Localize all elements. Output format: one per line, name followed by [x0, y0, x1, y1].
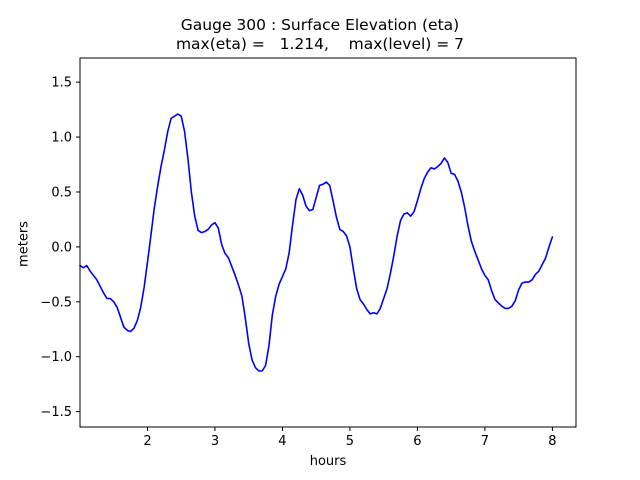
x-tick-label: 8: [548, 434, 556, 449]
x-tick-label: 3: [211, 434, 219, 449]
y-axis-label: meters: [16, 221, 32, 267]
chart-title: Gauge 300 : Surface Elevation (eta): [180, 16, 460, 34]
x-axis-label: hours: [309, 454, 347, 469]
y-axis-ticks: −1.5 −1.0 −0.5 0.0 0.5 1.0 1.5: [40, 76, 80, 420]
y-tick-label: −1.0: [40, 350, 72, 365]
series-line-eta: [79, 113, 554, 372]
y-tick-label: −0.5: [40, 295, 72, 310]
series-layer: [79, 113, 554, 372]
x-tick-label: 6: [413, 434, 421, 449]
y-tick-label: 1.0: [51, 131, 72, 146]
y-tick-label: −1.5: [40, 405, 72, 420]
x-tick-label: 2: [143, 434, 151, 449]
x-axis-ticks: 2 3 4 5 6 7 8: [143, 427, 557, 449]
y-tick-label: 0.0: [51, 240, 72, 255]
x-tick-label: 5: [346, 434, 354, 449]
chart-subtitle: max(eta) = 1.214, max(level) = 7: [175, 35, 465, 53]
x-tick-label: 4: [278, 434, 286, 449]
x-tick-label: 7: [481, 434, 489, 449]
y-tick-label: 1.5: [51, 76, 72, 91]
y-tick-label: 0.5: [51, 185, 72, 200]
axes-frame: [79, 57, 577, 428]
